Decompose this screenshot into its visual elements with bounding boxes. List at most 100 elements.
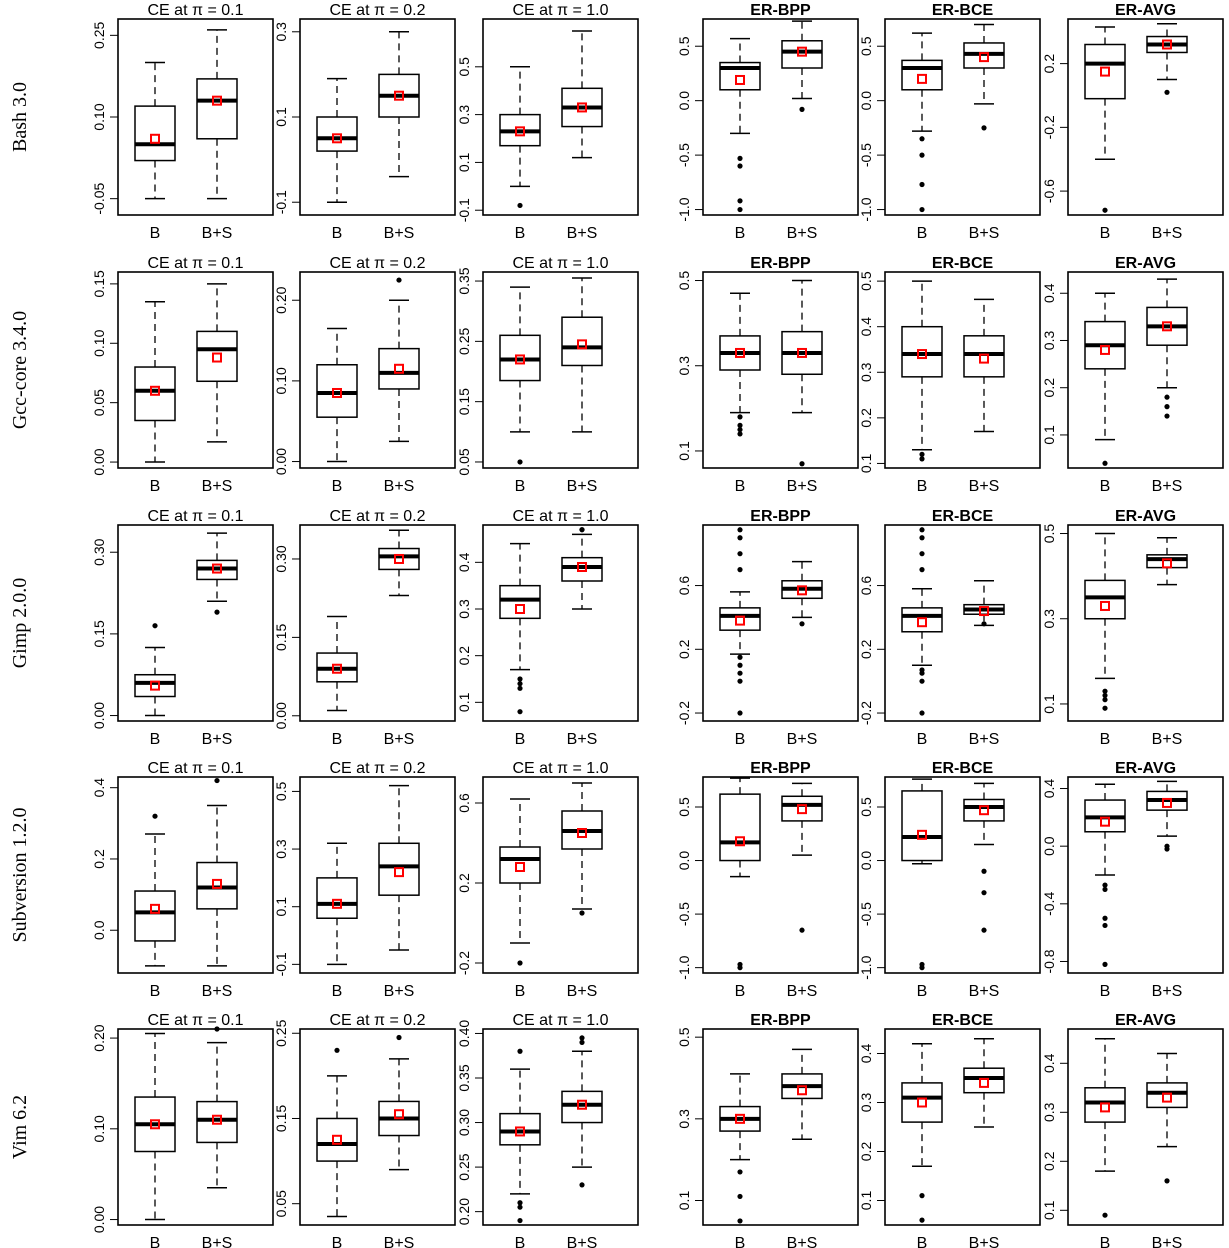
- mean-marker: [979, 606, 989, 617]
- category-label: B: [332, 225, 343, 242]
- y-tick-label: 0.00: [91, 448, 107, 475]
- y-tick-label: -0.5: [858, 902, 874, 926]
- panel: ER-BCE -0.2 0.2 0.6 B B+S: [858, 508, 1041, 748]
- panel-title: ER-BPP: [750, 1012, 811, 1029]
- mean-marker: [1100, 816, 1110, 827]
- y-tick-label: 0.10: [91, 1115, 107, 1142]
- iqr-box: [901, 790, 943, 862]
- panel-title: ER-AVG: [1115, 1012, 1176, 1029]
- y-tick-label: 0.5: [676, 271, 692, 291]
- outlier-point: [1102, 692, 1108, 699]
- iqr-box: [378, 842, 420, 896]
- panel-title: ER-BCE: [932, 2, 994, 19]
- category-label: B: [515, 1235, 526, 1248]
- mean-marker: [150, 385, 160, 396]
- y-tick-label: 0.4: [456, 552, 472, 572]
- iqr-box: [499, 846, 541, 884]
- outlier-point: [981, 890, 987, 896]
- y-tick-label: 0.5: [456, 57, 472, 77]
- outlier-point: [737, 654, 743, 660]
- plot-frame: [884, 776, 1041, 974]
- plot-frame: [117, 524, 274, 722]
- category-label: B+S: [567, 478, 598, 495]
- iqr-box: [901, 325, 943, 378]
- y-tick-label: 0.5: [1041, 524, 1057, 544]
- y-tick-label: -0.1: [273, 952, 289, 976]
- mean-marker: [212, 95, 222, 106]
- outlier-point: [737, 206, 743, 213]
- category-label: B: [917, 225, 928, 242]
- outlier-point: [517, 1204, 523, 1210]
- panel: ER-BPP -0.2 0.2 0.6 B B+S: [676, 508, 859, 748]
- mean-marker: [735, 615, 745, 626]
- y-tick-label: 0.3: [858, 362, 874, 382]
- mean-marker: [332, 898, 342, 909]
- y-tick-label: 0.35: [456, 1064, 472, 1091]
- y-tick-label: 0.4: [858, 317, 874, 337]
- category-label: B: [150, 478, 161, 495]
- category-label: B: [735, 1235, 746, 1248]
- outlier-point: [1102, 922, 1108, 929]
- mean-marker: [917, 349, 927, 360]
- panel-title: CE at π = 0.2: [330, 2, 426, 19]
- panel-title: CE at π = 1.0: [513, 2, 609, 19]
- panel-title: ER-BPP: [750, 2, 811, 19]
- y-tick-label: 0.00: [273, 702, 289, 729]
- row-label: Vim 6.2: [9, 1095, 31, 1159]
- y-tick-label: 0.05: [91, 389, 107, 416]
- category-label: B+S: [202, 225, 233, 242]
- y-tick-label: 0.00: [91, 1206, 107, 1233]
- outlier-point: [737, 551, 743, 557]
- y-tick-label: -0.4: [1041, 892, 1057, 916]
- iqr-box: [963, 1067, 1005, 1094]
- panel-title: ER-AVG: [1115, 2, 1176, 19]
- plot-frame: [884, 18, 1041, 216]
- outlier-point: [517, 1200, 523, 1206]
- mean-marker: [735, 74, 745, 85]
- iqr-box: [196, 330, 238, 383]
- category-label: B+S: [202, 731, 233, 748]
- outlier-point: [152, 813, 158, 819]
- panel-title: CE at π = 0.1: [148, 760, 244, 777]
- category-label: B+S: [1152, 983, 1183, 1000]
- category-label: B: [515, 731, 526, 748]
- outlier-point: [919, 152, 925, 158]
- category-label: B+S: [567, 983, 598, 1000]
- y-tick-label: 0.3: [273, 839, 289, 859]
- y-tick-label: 0.25: [91, 21, 107, 48]
- category-label: B+S: [787, 1235, 818, 1248]
- mean-marker: [979, 1077, 989, 1088]
- outlier-point: [396, 277, 402, 283]
- mean-marker: [1162, 797, 1172, 808]
- y-tick-label: -1.0: [858, 197, 874, 221]
- plot-frame: [482, 524, 639, 722]
- plot-frame: [702, 18, 859, 216]
- panel: CE at π = 1.0 0.20 0.25 0.30 0.35 0.40 B B+S: [456, 1012, 639, 1248]
- category-label: B+S: [969, 731, 1000, 748]
- category-label: B: [515, 478, 526, 495]
- category-label: B+S: [567, 731, 598, 748]
- y-tick-label: 0.3: [456, 105, 472, 125]
- iqr-box: [196, 1100, 238, 1144]
- outlier-point: [919, 527, 925, 533]
- outlier-point: [981, 868, 987, 874]
- plot-frame: [884, 271, 1041, 469]
- outlier-point: [1164, 413, 1170, 419]
- iqr-box: [781, 795, 823, 822]
- y-tick-label: 0.1: [273, 107, 289, 127]
- mean-marker: [979, 52, 989, 63]
- outlier-point: [1102, 882, 1108, 888]
- outlier-point: [1164, 846, 1170, 852]
- mean-marker: [150, 680, 160, 691]
- category-label: B: [150, 983, 161, 1000]
- y-tick-label: 0.4: [1041, 283, 1057, 303]
- panel: CE at π = 0.2 0.00 0.10 0.20 B B+S: [273, 255, 456, 495]
- mean-marker: [212, 878, 222, 889]
- outlier-point: [919, 456, 925, 462]
- mean-marker: [797, 804, 807, 815]
- y-tick-label: 0.1: [676, 441, 692, 461]
- iqr-box: [196, 78, 238, 140]
- mean-marker: [577, 339, 587, 350]
- outlier-point: [919, 535, 925, 541]
- category-label: B: [1100, 478, 1111, 495]
